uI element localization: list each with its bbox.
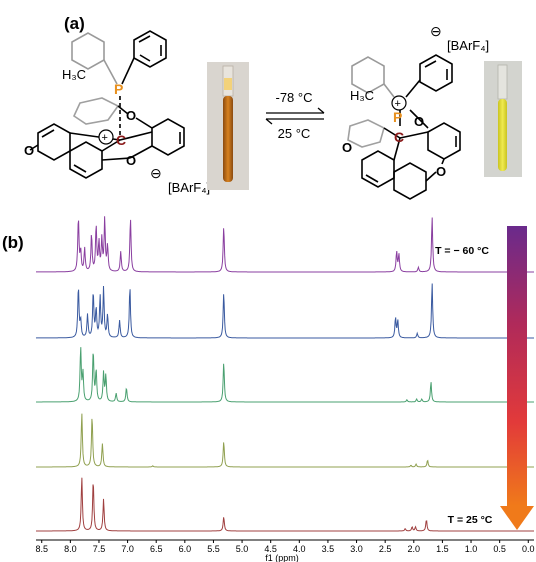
- x-tick-label: 8.5: [35, 544, 48, 554]
- panel-a-label: (a): [64, 14, 85, 33]
- left-o-atom-3: O: [126, 153, 136, 168]
- x-tick-label: 3.0: [350, 544, 363, 554]
- right-plus-circle: [391, 95, 407, 111]
- right-structure: [347, 54, 461, 200]
- temp-label-bottom: T = 25 °C: [448, 514, 493, 526]
- left-o-atom-2: O: [126, 108, 136, 123]
- left-ring-left: [37, 123, 71, 161]
- left-plus: +: [102, 132, 108, 144]
- left-h3c: H₃C: [62, 67, 86, 82]
- x-tick-label: 5.5: [207, 544, 220, 554]
- right-o-atom-1: O: [414, 114, 424, 129]
- spectrum-trace-1: [35, 283, 534, 339]
- left-plus-circle: [98, 129, 114, 145]
- left-structure: [29, 30, 185, 179]
- x-tick-label: 3.5: [322, 544, 335, 554]
- x-tick-label: 4.5: [264, 544, 277, 554]
- right-phenyl-front: [419, 54, 453, 92]
- panel-b-label: (b): [2, 233, 24, 252]
- right-anion-charge: ⊖: [430, 23, 442, 39]
- spectrum-trace-4: [36, 477, 534, 532]
- left-ring-bottom: [69, 141, 103, 179]
- right-ring-right: [427, 122, 461, 160]
- x-tick-label: 8.0: [64, 544, 77, 554]
- left-anion: [BArF₄]: [168, 180, 210, 195]
- right-p-atom: P: [393, 109, 402, 125]
- temperature-arrow: [500, 226, 534, 530]
- eq-temp-top: -78 °C: [276, 90, 313, 105]
- spectrum-trace-2: [36, 347, 534, 403]
- x-tick-label: 6.5: [150, 544, 163, 554]
- temp-label-top: T = − 60 °C: [435, 245, 489, 257]
- right-o-atom-3: O: [436, 164, 446, 179]
- x-axis-label: f1 (ppm): [265, 553, 299, 562]
- x-axis-ticks: 8.5 8.0 7.5 7.0 6.5 6.0 5.5 5.0 4.5 4.0 3.5 3.0 2.5 2…: [35, 540, 535, 554]
- right-ring-bottom: [393, 162, 427, 200]
- left-tube-photo: [207, 62, 249, 190]
- left-o-atom-1: O: [24, 143, 34, 158]
- x-tick-label: 1.0: [465, 544, 478, 554]
- right-c-atom: C: [394, 129, 404, 145]
- x-tick-label: 0.0: [522, 544, 535, 554]
- eq-temp-bottom: 25 °C: [278, 126, 311, 141]
- right-tube-photo: [484, 61, 522, 177]
- x-tick-label: 5.0: [236, 544, 249, 554]
- nmr-spectra: [35, 216, 534, 532]
- right-o-atom-2: O: [342, 140, 352, 155]
- x-tick-label: 7.0: [121, 544, 134, 554]
- equilibrium-arrows: [265, 107, 325, 125]
- x-tick-label: 6.0: [179, 544, 192, 554]
- right-back-ring: [347, 119, 385, 148]
- x-tick-label: 2.5: [379, 544, 392, 554]
- left-anion-charge: ⊖: [150, 165, 162, 181]
- left-c-atom: C: [116, 132, 126, 148]
- x-tick-label: 4.0: [293, 544, 306, 554]
- right-anion: [BArF₄]: [447, 38, 489, 53]
- right-h3c: H₃C: [350, 88, 374, 103]
- spectrum-trace-3: [36, 413, 534, 468]
- left-phenyl-back: [71, 32, 105, 70]
- right-plus: +: [395, 98, 401, 110]
- x-tick-label: 2.0: [408, 544, 421, 554]
- x-tick-label: 7.5: [93, 544, 106, 554]
- left-back-ring: [72, 97, 120, 125]
- left-p-atom: P: [114, 81, 123, 97]
- x-tick-label: 1.5: [436, 544, 449, 554]
- spectrum-trace-0: [36, 216, 534, 273]
- x-tick-label: 0.5: [493, 544, 506, 554]
